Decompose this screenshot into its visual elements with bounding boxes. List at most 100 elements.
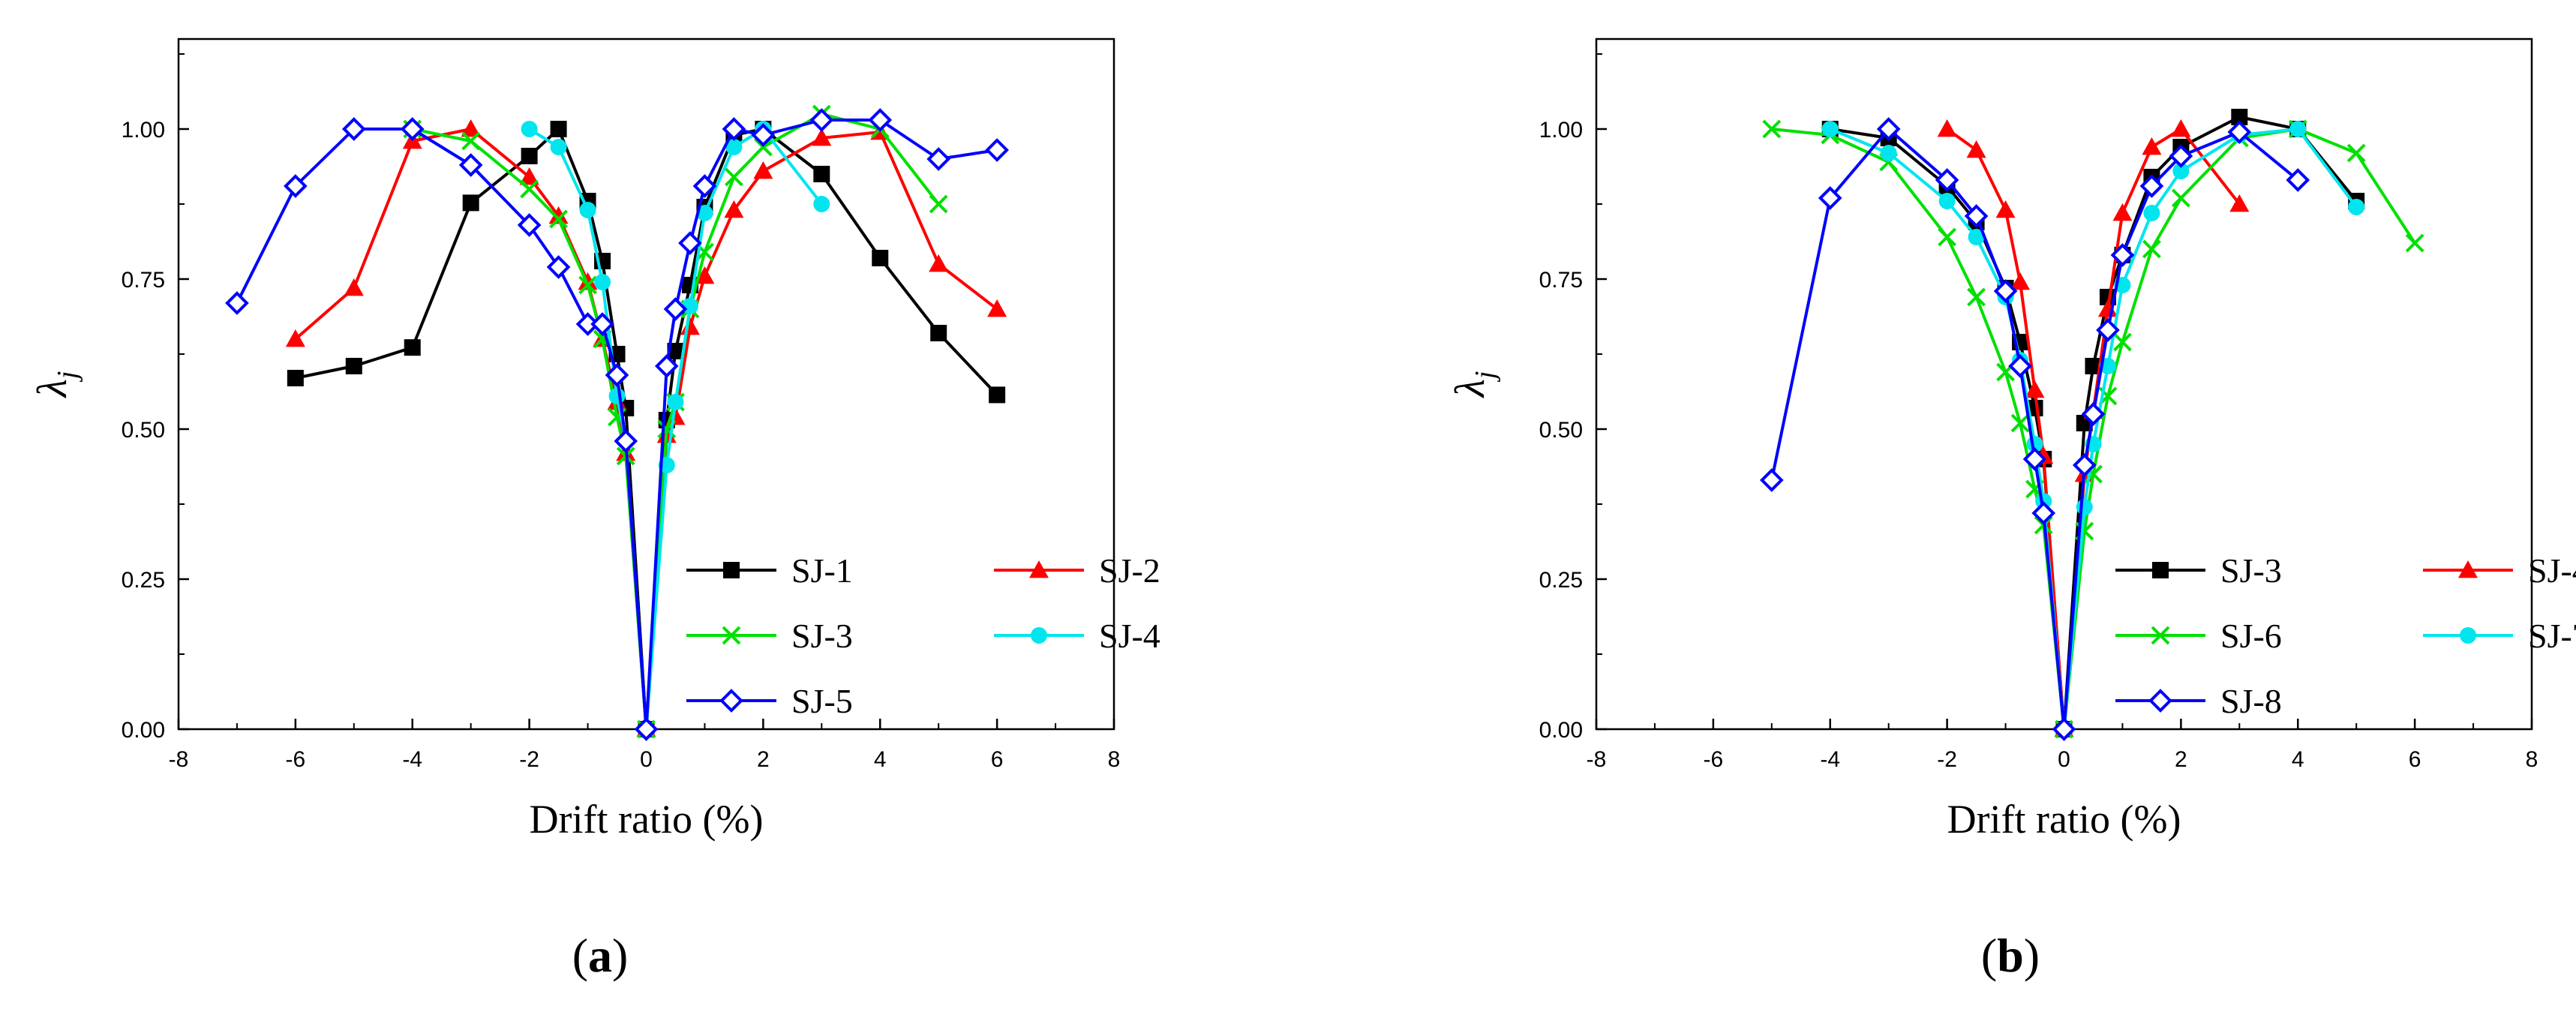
series-line-sj-4 xyxy=(1946,128,2241,731)
data-point-sj-4 xyxy=(579,202,596,218)
data-point-sj-5 xyxy=(400,117,425,141)
y-tick-label: 1.00 xyxy=(1539,118,1583,143)
data-point-sj-2 xyxy=(578,272,598,290)
data-point-sj-5 xyxy=(546,255,571,279)
data-point-sj-7 xyxy=(1880,145,1897,161)
series-sj-1 xyxy=(287,121,1006,737)
data-point-sj-2 xyxy=(724,200,744,218)
y-tick-label: 0.25 xyxy=(122,568,165,593)
data-point-sj-1 xyxy=(462,194,479,212)
legend-marker xyxy=(2152,562,2169,578)
data-point-sj-8 xyxy=(1935,168,1959,192)
data-point-sj-4 xyxy=(550,139,567,155)
data-point-sj-8 xyxy=(2052,717,2076,741)
data-point-sj-8 xyxy=(2096,318,2120,342)
data-point-sj-4 xyxy=(1966,140,1986,158)
data-point-sj-4 xyxy=(813,196,830,212)
data-point-sj-5 xyxy=(614,429,638,453)
y-tick-label: 0.50 xyxy=(122,418,165,443)
legend: SJ-1 SJ-2 SJ-3 SJ-4 SJ-5 xyxy=(686,551,1160,720)
data-point-sj-1 xyxy=(813,166,830,182)
data-point-sj-8 xyxy=(2169,144,2193,168)
data-point-sj-8 xyxy=(1876,117,1901,141)
series-sj-8 xyxy=(1759,117,2310,741)
x-tick-label: 8 xyxy=(1108,747,1121,772)
data-point-sj-3 xyxy=(2231,109,2248,125)
data-point-sj-6 xyxy=(1938,227,1957,247)
data-point-sj-4 xyxy=(2010,272,2031,290)
data-point-sj-4 xyxy=(2142,137,2162,155)
series-line-sj-1 xyxy=(295,128,998,731)
data-point-sj-8 xyxy=(2031,501,2056,525)
y-axis-title: λj xyxy=(1447,371,1501,399)
data-point-sj-1 xyxy=(404,339,421,356)
data-point-sj-4 xyxy=(2112,203,2133,221)
panel-label-close: ) xyxy=(2024,929,2040,982)
data-point-sj-7 xyxy=(2289,121,2307,137)
y-tick-label: 1.00 xyxy=(122,118,165,143)
data-point-sj-2 xyxy=(753,161,773,179)
data-point-sj-8 xyxy=(2227,120,2252,144)
data-point-sj-1 xyxy=(989,386,1006,404)
data-point-sj-8 xyxy=(2286,168,2310,192)
y-tick-label: 0.00 xyxy=(1539,718,1583,743)
data-point-sj-8 xyxy=(1759,468,1784,492)
data-point-sj-4 xyxy=(696,205,713,221)
panel-label-letter: a xyxy=(588,929,612,982)
legend-marker xyxy=(723,562,740,578)
data-point-sj-4 xyxy=(667,394,684,410)
data-point-sj-5 xyxy=(663,297,688,321)
data-point-sj-1 xyxy=(287,370,304,386)
plot-frame xyxy=(1595,38,2533,731)
x-tick-label: -2 xyxy=(1937,747,1957,772)
data-point-sj-4 xyxy=(521,121,538,137)
legend-label: SJ-7 xyxy=(2528,617,2576,655)
series-sj-3 xyxy=(403,104,948,739)
y-tick-label: 0.75 xyxy=(1539,268,1583,293)
legend-label: SJ-3 xyxy=(2220,551,2282,590)
series-sj-4 xyxy=(1937,119,2250,737)
legend-marker xyxy=(2148,689,2172,713)
series-line-sj-4 xyxy=(528,128,823,731)
legend-marker xyxy=(719,689,743,713)
y-tick-label: 0.75 xyxy=(122,268,165,293)
data-point-sj-5 xyxy=(590,312,614,336)
data-point-sj-4 xyxy=(725,139,743,155)
x-tick-label: -4 xyxy=(1820,747,1840,772)
legend-label: SJ-1 xyxy=(791,551,853,590)
data-point-sj-5 xyxy=(458,153,483,177)
series-sj-5 xyxy=(225,108,1009,741)
data-point-sj-1 xyxy=(667,343,684,359)
x-tick-label: -6 xyxy=(286,747,306,772)
data-point-sj-3 xyxy=(520,179,539,199)
data-point-sj-2 xyxy=(461,119,481,137)
data-point-sj-6 xyxy=(1967,287,1986,307)
x-tick-label: 6 xyxy=(2409,747,2421,772)
legend: SJ-3 SJ-4 SJ-6 SJ-7 SJ-8 xyxy=(2115,551,2576,720)
data-point-sj-5 xyxy=(722,117,746,141)
x-tick-label: 8 xyxy=(2526,747,2538,772)
panel-label-open: ( xyxy=(572,929,588,982)
y-axis-title-symbol: λ xyxy=(1447,379,1494,398)
y-tick-label: 0.25 xyxy=(1539,568,1583,593)
series-sj-7 xyxy=(1821,121,2365,737)
data-point-sj-4 xyxy=(1937,119,1957,137)
legend-label: SJ-3 xyxy=(791,617,853,655)
legend-label: SJ-2 xyxy=(1099,551,1160,590)
data-point-sj-5 xyxy=(341,117,366,141)
data-point-sj-8 xyxy=(2008,354,2032,378)
data-point-sj-6 xyxy=(2142,239,2161,259)
legend-label: SJ-4 xyxy=(2528,551,2576,590)
plot-frame xyxy=(177,38,1115,731)
data-point-sj-6 xyxy=(2010,413,2030,433)
data-point-sj-5 xyxy=(868,108,893,132)
data-point-sj-3 xyxy=(578,275,597,295)
data-point-sj-4 xyxy=(2171,119,2191,137)
data-point-sj-5 xyxy=(654,354,679,378)
data-point-sj-5 xyxy=(751,123,776,147)
legend-marker xyxy=(1031,627,1047,644)
legend-marker xyxy=(1029,560,1049,578)
chart-panel-b: -8 -6 -4 -2 0 2 4 6 8 0.00 0.25 0.50 0.75 1.00 Drift r… xyxy=(1447,38,2576,982)
y-axis-title-symbol: λ xyxy=(29,379,76,398)
data-point-sj-4 xyxy=(608,388,626,404)
